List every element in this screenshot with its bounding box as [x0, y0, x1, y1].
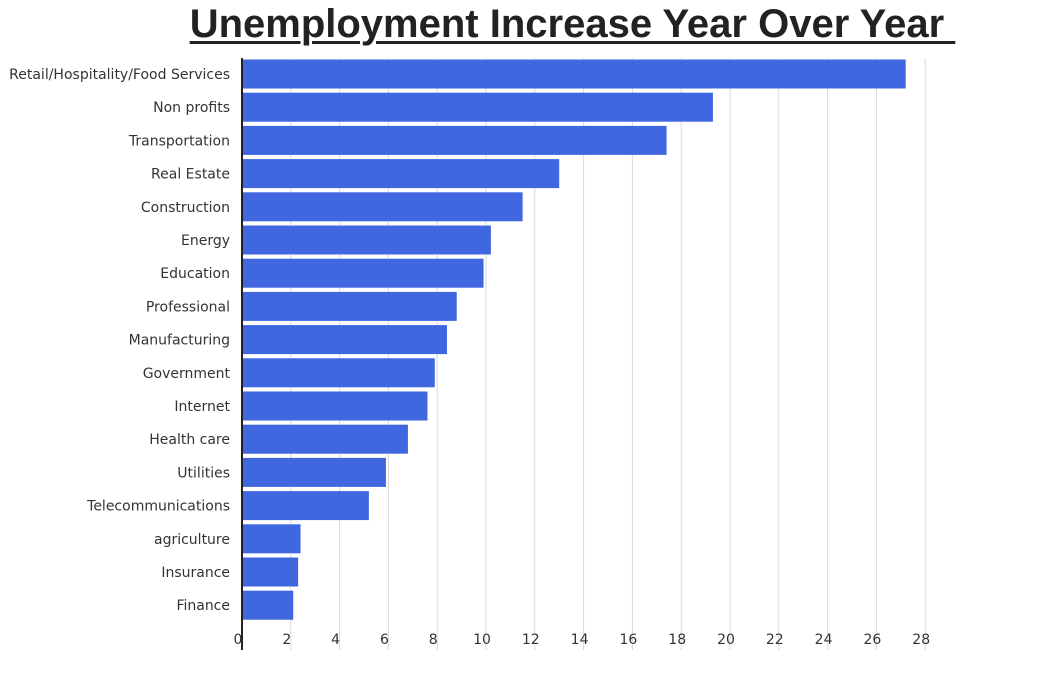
x-axis-tick-labels: 0 2 4 6 8 10 12 14 16 18 20 22 24 26 28: [234, 632, 931, 648]
chart-title: Unemployment Increase Year Over Year: [189, 2, 956, 46]
bars: [242, 59, 906, 620]
bar: [242, 325, 447, 355]
bar: [242, 590, 294, 620]
category-label: Utilities: [177, 465, 230, 481]
x-tick-label: 2: [282, 632, 291, 648]
category-label: Retail/Hospitality/Food Services: [9, 67, 230, 83]
category-labels: Retail/Hospitality/Food Services Non prof…: [9, 67, 230, 614]
x-tick-label: 26: [863, 632, 881, 648]
bar: [242, 291, 457, 321]
x-tick-label: 22: [766, 632, 784, 648]
category-label: Energy: [181, 233, 230, 249]
category-label: Finance: [176, 598, 230, 614]
x-tick-label: 24: [815, 632, 833, 648]
x-tick-label: 28: [912, 632, 930, 648]
x-tick-label: 20: [717, 632, 735, 648]
bar: [242, 192, 523, 222]
bar: [242, 92, 713, 122]
category-label: Real Estate: [151, 167, 230, 183]
category-label: Non profits: [153, 100, 230, 116]
category-label: Telecommunications: [86, 499, 230, 515]
x-tick-label: 12: [522, 632, 540, 648]
category-label: Health care: [149, 432, 230, 448]
x-tick-label: 4: [331, 632, 340, 648]
x-tick-label: 6: [380, 632, 389, 648]
bar: [242, 491, 369, 521]
x-tick-label: 16: [619, 632, 637, 648]
x-tick-label: 8: [429, 632, 438, 648]
bar: [242, 457, 386, 487]
category-label: Insurance: [161, 565, 230, 581]
category-label: Construction: [141, 200, 230, 216]
bar: [242, 391, 428, 421]
category-label: Government: [143, 366, 231, 382]
bar: [242, 125, 667, 155]
x-tick-label: 14: [571, 632, 589, 648]
bar: [242, 159, 560, 189]
category-label: Manufacturing: [129, 333, 230, 349]
bar: [242, 557, 299, 587]
category-label: agriculture: [154, 532, 230, 548]
bar: [242, 59, 906, 89]
bar: [242, 424, 408, 454]
x-tick-label: 10: [473, 632, 491, 648]
bar: [242, 358, 435, 388]
category-label: Professional: [146, 299, 230, 315]
category-label: Internet: [174, 399, 230, 415]
category-label: Transportation: [128, 133, 230, 149]
x-tick-label: 0: [234, 632, 243, 648]
bar: [242, 258, 484, 288]
category-label: Education: [160, 266, 230, 282]
bar: [242, 225, 491, 255]
x-tick-label: 18: [668, 632, 686, 648]
bar: [242, 524, 301, 554]
